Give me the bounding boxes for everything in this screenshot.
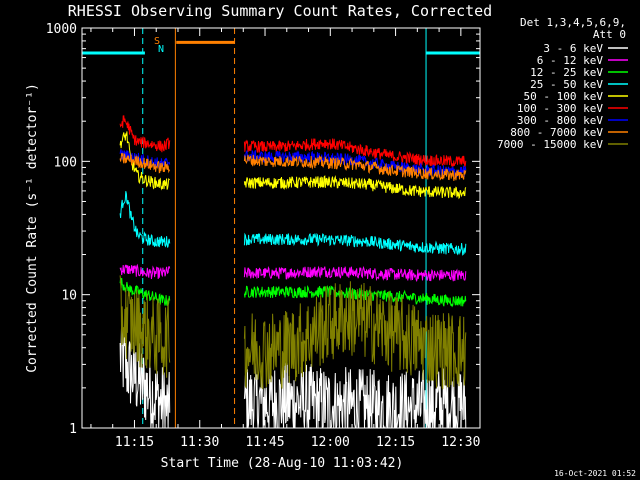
y-axis-label: Corrected Count Rate (s⁻¹ detector⁻¹) [25, 83, 40, 373]
series-line-7000-15000-kev [119, 275, 467, 390]
x-tick-label: 11:30 [180, 435, 219, 450]
x-tick-label: 12:30 [441, 435, 480, 450]
legend-label: 100 - 300 keV [517, 102, 603, 115]
legend-label: 12 - 25 keV [530, 66, 603, 79]
legend-label: 3 - 6 keV [543, 42, 603, 55]
x-tick-label: 11:15 [115, 435, 154, 450]
series-line-25-50-kev [119, 191, 467, 256]
y-tick-label: 10 [61, 289, 77, 304]
axis-layer: 1 10 100 1000 11:15 11:30 11:45 12:00 12:15 12:30 [46, 22, 481, 450]
legend-title-line-1: Det 1,3,4,5,6,9, [520, 16, 626, 29]
series-line-50-100-kev [119, 131, 467, 200]
y-tick-label: 100 [54, 155, 77, 170]
legend-label: 800 - 7000 keV [510, 126, 603, 139]
series-line-100-300-kev [119, 115, 467, 168]
x-axis-label: Start Time (28-Aug-10 11:03:42) [161, 456, 404, 471]
series-line-12-25-kev [119, 277, 467, 308]
legend-label: 25 - 50 keV [530, 78, 603, 91]
legend-title-line-2: Att 0 [593, 28, 626, 41]
flag-label-s: S [154, 36, 160, 47]
legend-label: 50 - 100 keV [524, 90, 604, 103]
flag-label-n: N [158, 44, 164, 55]
plot-frame [81, 27, 481, 429]
y-tick-label: 1000 [46, 22, 77, 37]
legend-label: 7000 - 15000 keV [497, 138, 603, 151]
y-tick-label: 1 [69, 422, 77, 437]
series-line-800-7000-kev [119, 152, 467, 181]
series-line-6-12-kev [119, 263, 467, 283]
x-tick-label: 12:00 [311, 435, 350, 450]
data-layer: SN [82, 28, 481, 429]
series-line-3-6-kev [119, 318, 467, 429]
footer-timestamp: 16-Oct-2021 01:52 [554, 469, 636, 478]
x-tick-label: 12:15 [376, 435, 415, 450]
x-tick-label: 11:45 [245, 435, 284, 450]
legend-label: 300 - 800 keV [517, 114, 603, 127]
legend-label: 6 - 12 keV [537, 54, 604, 67]
chart-title: RHESSI Observing Summary Count Rates, Co… [68, 2, 492, 20]
